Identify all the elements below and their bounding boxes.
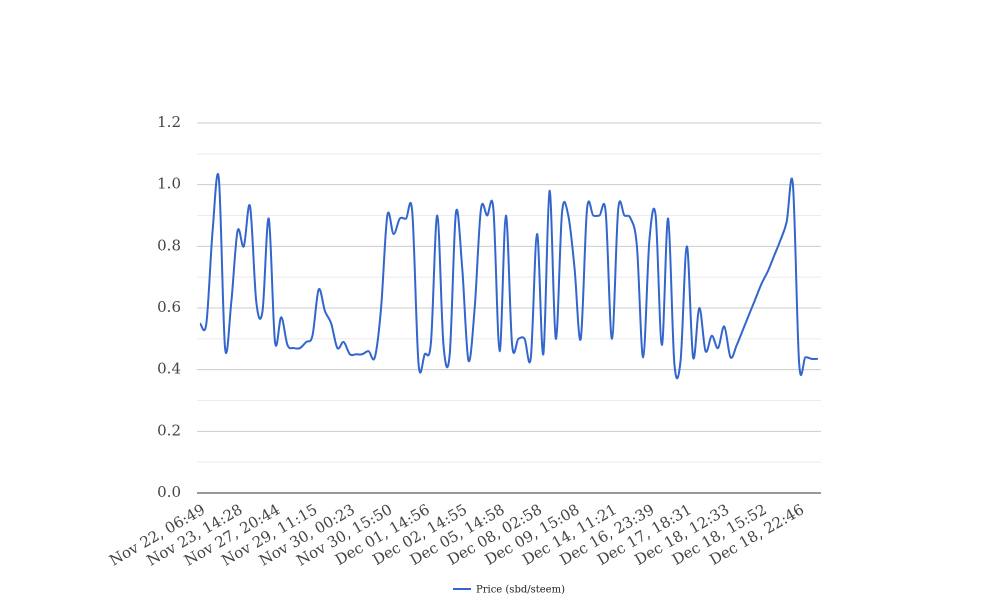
y-tick-label: 0.4: [157, 360, 181, 378]
y-tick-label: 0.0: [157, 483, 181, 501]
y-tick-label: 0.6: [157, 298, 181, 316]
series-line: [199, 173, 818, 380]
y-tick-label: 0.8: [157, 236, 181, 254]
y-tick-label: 0.2: [157, 421, 181, 439]
y-tick-label: 1.2: [157, 113, 181, 131]
legend-label: Price (sbd/steem): [476, 585, 565, 596]
y-tick-label: 1.0: [157, 175, 181, 193]
